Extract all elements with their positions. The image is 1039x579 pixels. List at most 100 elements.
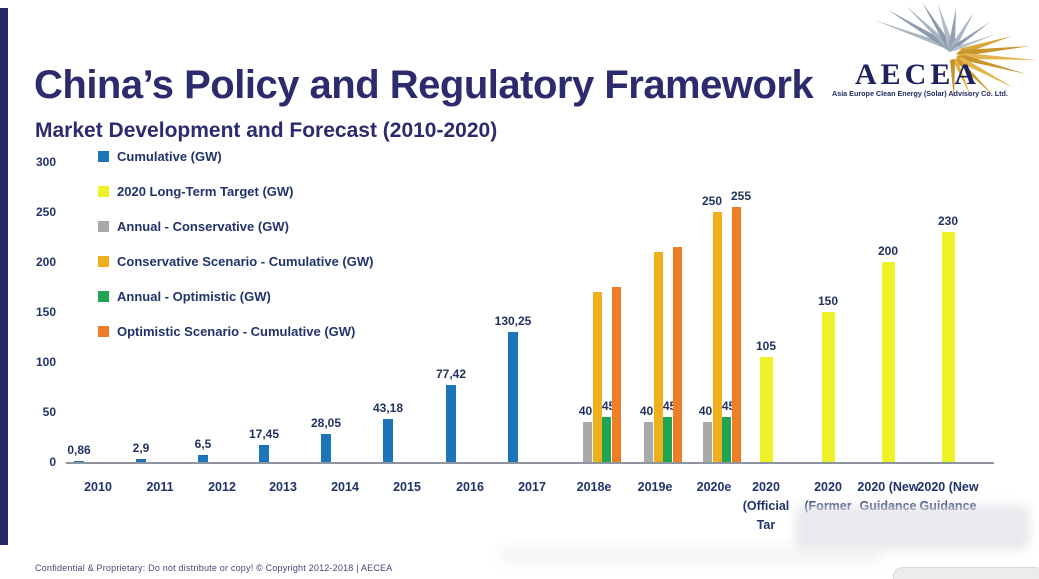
gray-bar — [644, 422, 653, 462]
orange-bar — [731, 207, 741, 462]
x-axis-category-line: 2020 (New — [917, 480, 979, 494]
footer-disclaimer: Confidential & Proprietary: Do not distr… — [35, 563, 393, 573]
y-axis-tick-label: 300 — [35, 155, 56, 169]
green-bar — [602, 417, 611, 462]
gray-bar — [583, 422, 592, 462]
x-axis-category-label: 2019e — [638, 478, 673, 497]
x-axis-category-line: Tar — [756, 518, 776, 532]
bar-value-label: 230 — [937, 214, 959, 228]
bar-value-label: 130,25 — [494, 314, 532, 328]
x-axis-category-line: 2011 — [146, 480, 174, 494]
blue-bar — [74, 461, 84, 462]
x-axis-category-label: 2011 — [146, 478, 173, 497]
x-axis-category-label: 2013 — [269, 478, 297, 497]
x-axis-category-line: 2020 (New — [857, 480, 919, 494]
x-axis-category-label: 2020e — [697, 478, 732, 497]
blur-smudge-bottom — [500, 546, 880, 564]
legend-item-label: 2020 Long-Term Target (GW) — [117, 184, 294, 199]
bar-value-label: 40 — [578, 404, 593, 418]
gold-legend-swatch — [98, 256, 109, 267]
aecea-logo-tagline: Asia Europe Clean Energy (Solar) Advisor… — [832, 89, 1008, 98]
legend-item: Cumulative (GW) — [98, 149, 373, 164]
bar-value-label: 0,86 — [67, 443, 91, 457]
yellow-bar — [881, 262, 895, 462]
x-axis-category-line: 2014 — [331, 480, 359, 494]
yellow-bar — [941, 232, 955, 462]
blur-smudge-corner — [893, 567, 1039, 579]
legend-item: 2020 Long-Term Target (GW) — [98, 184, 373, 199]
blue-bar — [383, 419, 393, 462]
bar-value-label: 6,5 — [194, 437, 212, 451]
x-axis-category-line: 2017 — [518, 480, 546, 494]
x-axis-category-line: 2010 — [84, 480, 112, 494]
yellow-bar — [759, 357, 773, 462]
bar-value-label: 77,42 — [435, 367, 467, 381]
blue-bar — [508, 332, 518, 462]
x-axis-category-label: 2014 — [331, 478, 359, 497]
green-legend-swatch — [98, 291, 109, 302]
legend-item-label: Conservative Scenario - Cumulative (GW) — [117, 254, 374, 269]
blue-legend-swatch — [98, 151, 109, 162]
legend-item: Annual - Optimistic (GW) — [98, 289, 373, 304]
legend-item: Conservative Scenario - Cumulative (GW) — [98, 254, 374, 269]
x-axis-category-line: 2016 — [456, 480, 484, 494]
x-axis-category-label: 2020 (Official Tar — [743, 478, 790, 535]
blur-smudge-labels — [795, 505, 1030, 550]
green-bar — [663, 417, 672, 462]
x-axis-category-line: 2020 — [752, 480, 780, 494]
gold-bar — [592, 292, 602, 462]
legend-item-label: Annual - Optimistic (GW) — [117, 289, 271, 304]
x-axis-category-label: 2012 — [208, 478, 236, 497]
x-axis-category-line: 2019e — [637, 480, 673, 494]
y-axis-tick-label: 100 — [35, 355, 56, 369]
x-axis-category-label: 2018e — [577, 478, 612, 497]
gray-bar — [703, 422, 712, 462]
bar-value-label: 250 — [701, 194, 723, 208]
orange-bar — [611, 287, 621, 462]
x-axis-category-line: 2013 — [269, 480, 297, 494]
gold-bar — [712, 212, 722, 462]
legend-item-label: Annual - Conservative (GW) — [117, 219, 289, 234]
x-axis-category-line: 2012 — [208, 480, 236, 494]
x-axis-category-line: 2020 — [814, 480, 842, 494]
page-title: China’s Policy and Regulatory Framework — [34, 62, 814, 107]
blue-bar — [321, 434, 331, 462]
x-axis-line — [66, 462, 994, 464]
bar-value-label: 40 — [639, 404, 654, 418]
yellow-bar — [821, 312, 835, 462]
x-axis-category-label: 2017 — [518, 478, 546, 497]
bar-value-label: 28,05 — [310, 416, 342, 430]
gray-legend-swatch — [98, 221, 109, 232]
legend-item: Optimistic Scenario - Cumulative (GW) — [98, 324, 373, 339]
blue-bar — [198, 455, 208, 462]
x-axis-category-label: 2010 — [84, 478, 112, 497]
x-axis-category-line: 2020e — [696, 480, 732, 494]
x-axis-category-line: 2015 — [393, 480, 421, 494]
bar-value-label: 2,9 — [132, 441, 150, 455]
y-axis-tick-label: 0 — [49, 455, 56, 469]
blue-bar — [136, 459, 146, 462]
bar-value-label: 255 — [730, 189, 752, 203]
x-axis-category-label: 2016 — [456, 478, 484, 497]
x-axis-category-line: (Official — [742, 499, 790, 513]
gold-bar — [653, 252, 663, 462]
legend-item: Annual - Conservative (GW) — [98, 219, 373, 234]
legend-item-label: Optimistic Scenario - Cumulative (GW) — [117, 324, 356, 339]
y-axis-tick-label: 50 — [42, 405, 56, 419]
y-axis-tick-label: 150 — [35, 305, 56, 319]
bar-value-label: 40 — [698, 404, 713, 418]
bar-value-label: 200 — [877, 244, 899, 258]
aecea-logo: AECEA Asia Europe Clean Energy (Solar) A… — [826, 2, 1038, 100]
aecea-logo-text: AECEA — [855, 58, 980, 91]
chart-legend: Cumulative (GW) 2020 Long-Term Target (GW… — [98, 149, 374, 360]
green-bar — [722, 417, 731, 462]
bar-value-label: 43,18 — [372, 401, 404, 415]
y-axis-tick-label: 200 — [35, 255, 56, 269]
bar-value-label: 150 — [817, 294, 839, 308]
x-axis-category-label: 2015 — [393, 478, 421, 497]
blue-bar — [259, 445, 269, 462]
bar-value-label: 105 — [755, 339, 777, 353]
blue-bar — [446, 385, 456, 462]
legend-item-label: Cumulative (GW) — [117, 149, 222, 164]
